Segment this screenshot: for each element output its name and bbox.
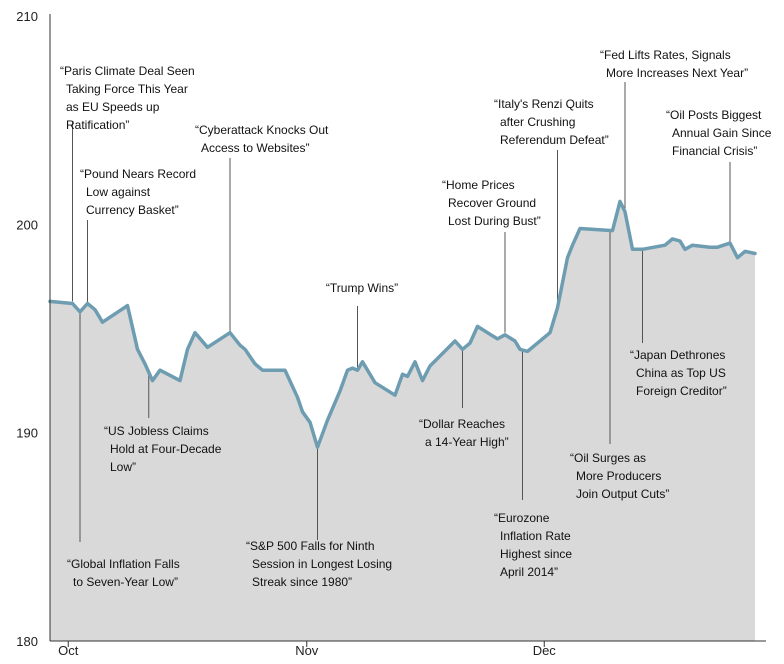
annotation-label-line: “Fed Lifts Rates, Signals — [600, 48, 731, 62]
annotation-label-line: after Crushing — [500, 115, 575, 129]
x-tick-label: Oct — [58, 643, 79, 658]
annotation-label-line: “Pound Nears Record — [80, 167, 196, 181]
annotation-label-line: “S&P 500 Falls for Ninth — [246, 539, 375, 553]
annotation-label-line: April 2014” — [500, 565, 558, 579]
annotation-label-line: Hold at Four-Decade — [110, 442, 222, 456]
annotation-label-line: Referendum Defeat” — [500, 133, 609, 147]
annotation-label-line: “Eurozone — [494, 511, 550, 525]
x-tick-label: Dec — [533, 643, 557, 658]
annotation-label-line: Currency Basket” — [86, 203, 179, 217]
annotation-label: “Eurozone Inflation Rate Highest since Apri… — [494, 511, 572, 579]
series-line — [48, 199, 757, 449]
annotation-label: “Home Prices Recover Ground Lost During Bu… — [442, 178, 541, 228]
annotation-label-line: as EU Speeds up — [66, 100, 160, 114]
chart-area-layer — [50, 201, 755, 641]
annotation-label-line: Low against — [86, 185, 151, 199]
annotation-label-line: “Dollar Reaches — [419, 417, 505, 431]
annotation-label-line: “Italy's Renzi Quits — [494, 97, 594, 111]
annotation-label-line: Access to Websites” — [201, 141, 309, 155]
annotation-label-line: Join Output Cuts” — [576, 487, 669, 501]
annotation-label-line: Lost During Bust” — [448, 214, 541, 228]
annotation-label-line: “Oil Posts Biggest — [666, 108, 762, 122]
annotation-label: “Global Inflation Falls to Seven-Year Low… — [67, 557, 180, 589]
annotation-label-line: More Increases Next Year” — [606, 66, 748, 80]
annotation-label-line: “Oil Surges as — [570, 451, 646, 465]
annotation-label: “Fed Lifts Rates, Signals More Increases … — [600, 48, 748, 80]
annotation-label-line: Recover Ground — [448, 196, 536, 210]
annotation-label-line: “US Jobless Claims — [104, 424, 209, 438]
x-tick-label: Nov — [295, 643, 319, 658]
annotation-label-line: Low” — [110, 460, 136, 474]
annotation-label: “Cyberattack Knocks Out Access to Website… — [195, 123, 329, 155]
series-area — [50, 201, 755, 641]
annotation-label-line: More Producers — [576, 469, 661, 483]
annotation-label-line: “Home Prices — [442, 178, 515, 192]
y-tick-label: 210 — [16, 9, 38, 24]
annotation-label-line: Financial Crisis” — [672, 144, 757, 158]
axes-layer: 180 190 200 210 Oct Nov Dec — [16, 9, 766, 658]
annotation-label: “Oil Surges as More Producers Join Output … — [570, 451, 669, 501]
annotation-label-line: “Japan Dethrones — [630, 348, 725, 362]
annotation-label: “Japan Dethrones China as Top US Foreign C… — [630, 348, 727, 398]
annotation-label: “Dollar Reaches a 14-Year High” — [419, 417, 509, 449]
annotation-label-line: China as Top US — [636, 366, 726, 380]
annotation-label: “S&P 500 Falls for Ninth Session in Longe… — [246, 539, 392, 589]
annotation-label-line: Ratification” — [66, 118, 129, 132]
annotation-label-line: Inflation Rate — [500, 529, 571, 543]
annotation-label-line: “Paris Climate Deal Seen — [60, 64, 195, 78]
annotation-label-line: Highest since — [500, 547, 572, 561]
annotation-label: “Oil Posts Biggest Annual Gain Since Finan… — [666, 108, 772, 158]
annotation-label-line: Session in Longest Losing — [252, 557, 392, 571]
annotation-label-line: Foreign Creditor” — [636, 384, 727, 398]
annotation-label: “Italy's Renzi Quits after Crushing Refere… — [494, 97, 609, 147]
y-tick-label: 200 — [16, 217, 38, 232]
annotation-label: “US Jobless Claims Hold at Four-Decade Low… — [104, 424, 222, 474]
y-tick-label: 190 — [16, 426, 38, 441]
annotation-label: “Trump Wins” — [326, 281, 398, 295]
annotation-label-line: to Seven-Year Low” — [73, 575, 178, 589]
annotation-label-line: “Cyberattack Knocks Out — [195, 123, 329, 137]
annotation-label: “Pound Nears Record Low against Currency B… — [80, 167, 196, 217]
annotation-label-line: a 14-Year High” — [425, 435, 509, 449]
annotation-label-line: “Trump Wins” — [326, 281, 398, 295]
y-tick-label: 180 — [16, 634, 38, 649]
annotation-label-line: “Global Inflation Falls — [67, 557, 180, 571]
annotation-label-line: Streak since 1980” — [252, 575, 352, 589]
annotation-lines-layer — [72, 82, 731, 542]
annotation-label-line: Taking Force This Year — [66, 82, 188, 96]
annotation-text-layer: “Paris Climate Deal Seen Taking Force Thi… — [60, 48, 772, 589]
annotation-label: “Paris Climate Deal Seen Taking Force Thi… — [60, 64, 195, 132]
chart-line-layer — [48, 199, 757, 449]
annotation-label-line: Annual Gain Since — [672, 126, 772, 140]
